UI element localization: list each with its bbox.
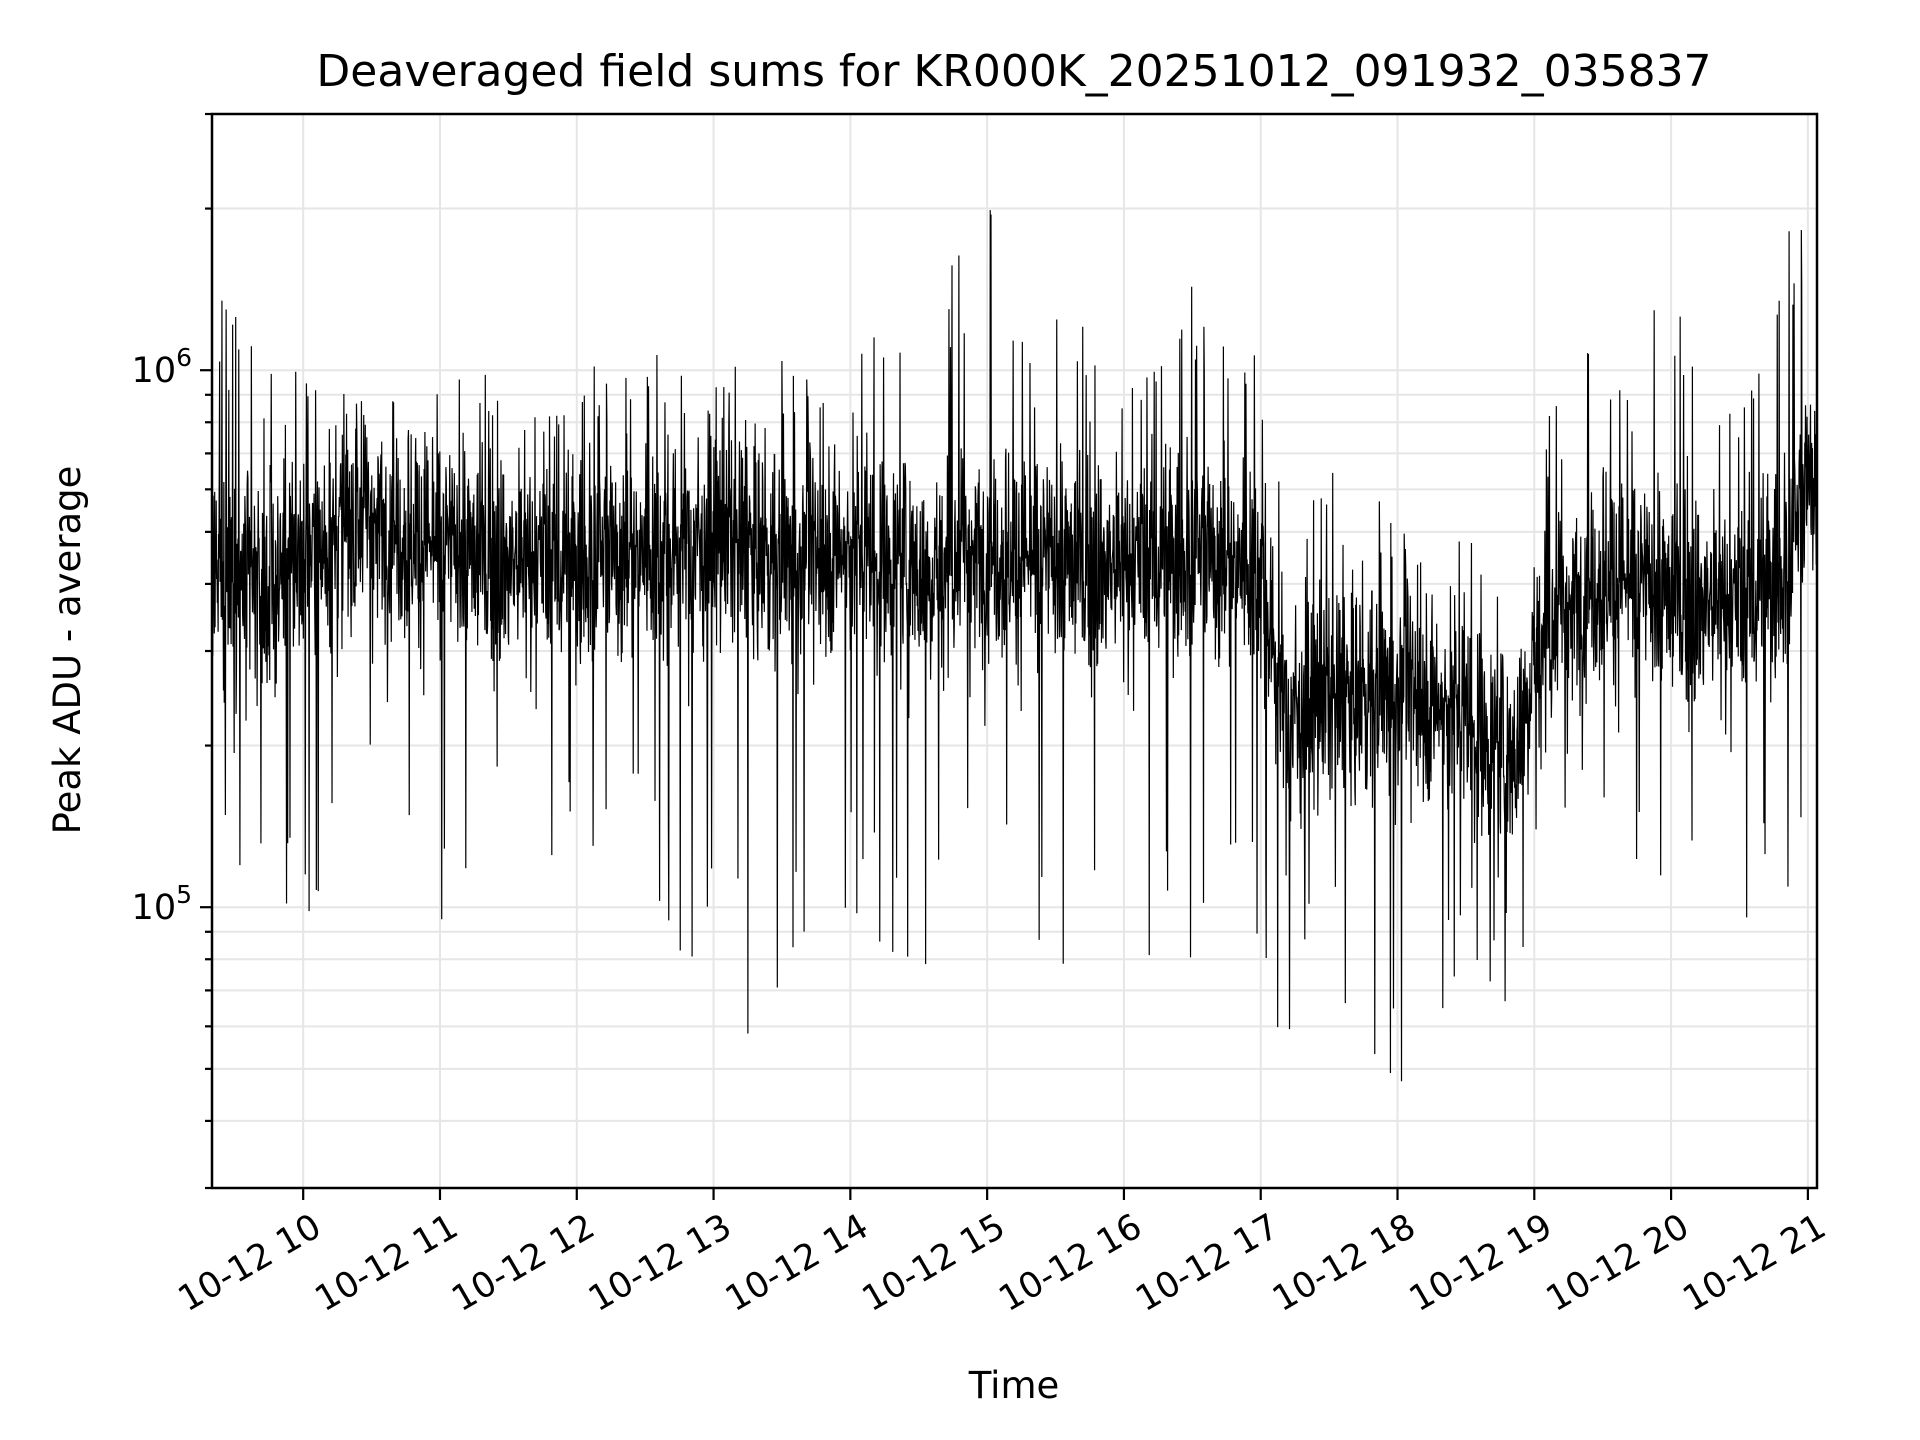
y-tick-label-exponent: 5 bbox=[176, 880, 192, 909]
x-axis-label: Time bbox=[968, 1364, 1060, 1407]
y-tick-label-base: 10 bbox=[132, 888, 177, 928]
y-tick-label-base: 10 bbox=[132, 351, 177, 391]
y-tick-label: 106 bbox=[132, 343, 192, 391]
plot-area bbox=[211, 210, 1818, 1082]
chart-title: Deaveraged field sums for KR000K_2025101… bbox=[316, 46, 1711, 97]
y-tick-label-exponent: 6 bbox=[176, 343, 192, 372]
y-axis-label: Peak ADU - average bbox=[46, 466, 89, 835]
y-tick-label: 105 bbox=[132, 880, 192, 928]
series-line bbox=[211, 210, 1818, 1082]
